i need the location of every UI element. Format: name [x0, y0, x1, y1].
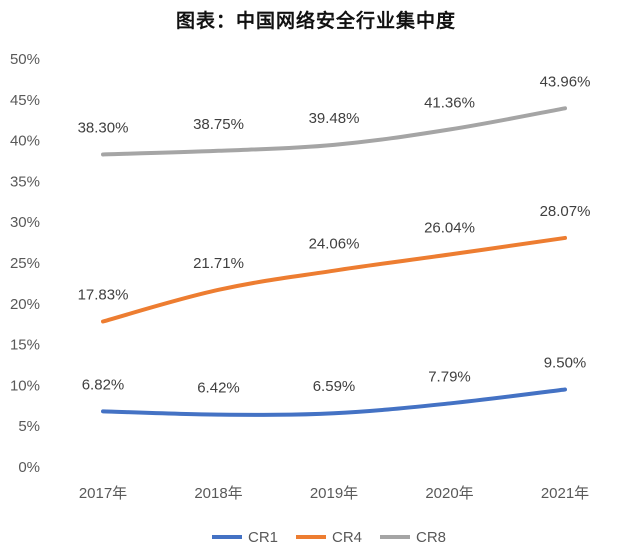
- y-tick-label: 20%: [10, 296, 40, 313]
- x-tick-label: 2017年: [79, 485, 127, 502]
- series-line-cr4: [101, 235, 567, 324]
- y-tick-label: 10%: [10, 377, 40, 394]
- y-tick-label: 35%: [10, 173, 40, 190]
- data-label-cr4: 21.71%: [193, 255, 244, 272]
- y-tick-label: 50%: [10, 51, 40, 68]
- series-line-cr1: [101, 387, 567, 417]
- legend: CR1 CR4 CR8: [212, 529, 446, 546]
- data-label-cr1: 6.82%: [82, 376, 125, 393]
- y-tick-label: 5%: [18, 418, 40, 435]
- data-label-cr4: 26.04%: [424, 220, 475, 237]
- y-tick-label: 45%: [10, 92, 40, 109]
- data-label-cr1: 6.59%: [313, 378, 356, 395]
- data-labels: 6.82% 6.42% 6.59% 7.79% 9.50% 17.83% 21.71% 24.…: [78, 73, 591, 396]
- data-label-cr1: 6.42%: [197, 380, 240, 397]
- y-axis: 0% 5% 10% 15% 20% 25% 30% 35% 40% 45% 50%: [10, 51, 40, 476]
- y-tick-label: 0%: [18, 459, 40, 476]
- data-label-cr4: 28.07%: [540, 203, 591, 220]
- series-lines: [101, 106, 567, 417]
- y-tick-label: 30%: [10, 214, 40, 231]
- chart-title: 图表：中国网络安全行业集中度: [175, 10, 456, 32]
- x-tick-label: 2019年: [310, 485, 358, 502]
- data-label-cr8: 38.75%: [193, 116, 244, 133]
- data-label-cr8: 41.36%: [424, 95, 475, 112]
- legend-label-cr4: CR4: [332, 529, 362, 546]
- x-tick-label: 2020年: [425, 485, 473, 502]
- legend-label-cr1: CR1: [248, 529, 278, 546]
- x-axis: 2017年 2018年 2019年 2020年 2021年: [79, 485, 589, 502]
- data-label-cr8: 39.48%: [309, 110, 360, 127]
- x-tick-label: 2018年: [194, 485, 242, 502]
- y-tick-label: 40%: [10, 133, 40, 150]
- legend-label-cr8: CR8: [416, 529, 446, 546]
- x-tick-label: 2021年: [541, 485, 589, 502]
- y-tick-label: 15%: [10, 337, 40, 354]
- series-line-cr8: [101, 106, 567, 157]
- data-label-cr8: 43.96%: [540, 73, 591, 90]
- data-label-cr8: 38.30%: [78, 119, 129, 136]
- data-label-cr4: 24.06%: [309, 236, 360, 253]
- data-label-cr4: 17.83%: [78, 287, 129, 304]
- data-label-cr1: 7.79%: [428, 368, 471, 385]
- y-tick-label: 25%: [10, 255, 40, 272]
- data-label-cr1: 9.50%: [544, 354, 587, 371]
